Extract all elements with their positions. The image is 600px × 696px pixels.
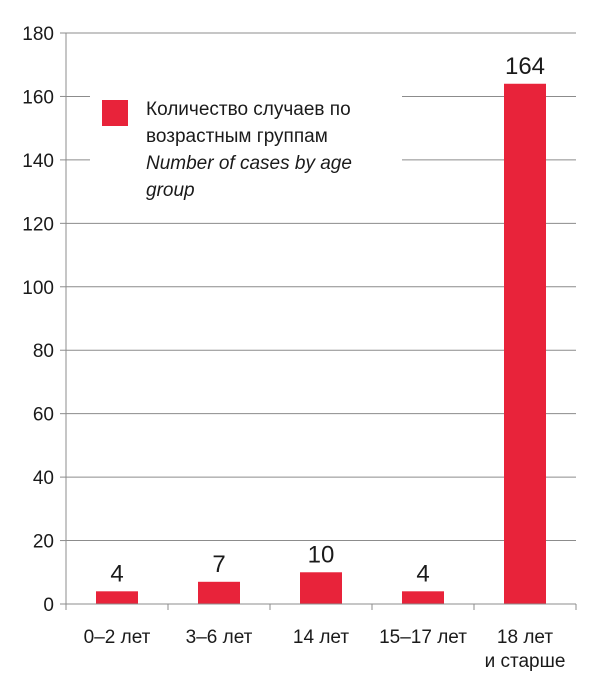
data-label: 7 — [212, 551, 225, 578]
y-tick-label: 60 — [33, 405, 54, 426]
y-tick-label: 140 — [22, 151, 54, 172]
bar — [96, 591, 138, 604]
y-tick-label: 0 — [43, 595, 54, 616]
bar — [402, 591, 444, 604]
y-tick-label: 180 — [22, 24, 54, 45]
legend-label-en-1: Number of cases by age — [146, 153, 352, 174]
legend-swatch — [102, 100, 128, 126]
y-tick-label: 20 — [33, 532, 54, 553]
x-tick-label: 3–6 лет — [186, 627, 253, 648]
y-axis: 0 20 40 60 80 100 120 140 160 180 — [22, 24, 67, 616]
x-tick-label: 14 лет — [293, 627, 349, 648]
legend-text: Количество случаев по возрастным группам… — [146, 96, 396, 204]
y-tick-label: 160 — [22, 87, 54, 108]
x-tick-label: 18 лет — [497, 627, 553, 648]
bar — [504, 83, 546, 604]
legend-label-en-2: group — [146, 180, 195, 201]
data-label: 4 — [110, 560, 123, 587]
x-axis: 0–2 лет 3–6 лет 14 лет 15–17 лет 18 лет и ста… — [65, 603, 577, 672]
bar — [198, 581, 240, 604]
y-tick-label: 120 — [22, 214, 54, 235]
data-labels: 4 7 10 4 164 — [110, 53, 545, 588]
legend: Количество случаев по возрастным группам… — [90, 94, 402, 208]
x-tick-label: и старше — [485, 651, 566, 672]
x-tick-label: 0–2 лет — [84, 627, 151, 648]
legend-label-ru-2: возрастным группам — [146, 126, 328, 147]
data-label: 4 — [416, 560, 429, 587]
y-tick-label: 40 — [33, 468, 54, 489]
data-label: 164 — [505, 53, 545, 80]
bar — [300, 572, 342, 604]
y-tick-label: 100 — [22, 278, 54, 299]
bars — [96, 83, 546, 604]
data-label: 10 — [308, 541, 335, 568]
y-tick-label: 80 — [33, 341, 54, 362]
x-tick-label: 15–17 лет — [379, 627, 467, 648]
legend-label-ru-1: Количество случаев по — [146, 99, 351, 120]
